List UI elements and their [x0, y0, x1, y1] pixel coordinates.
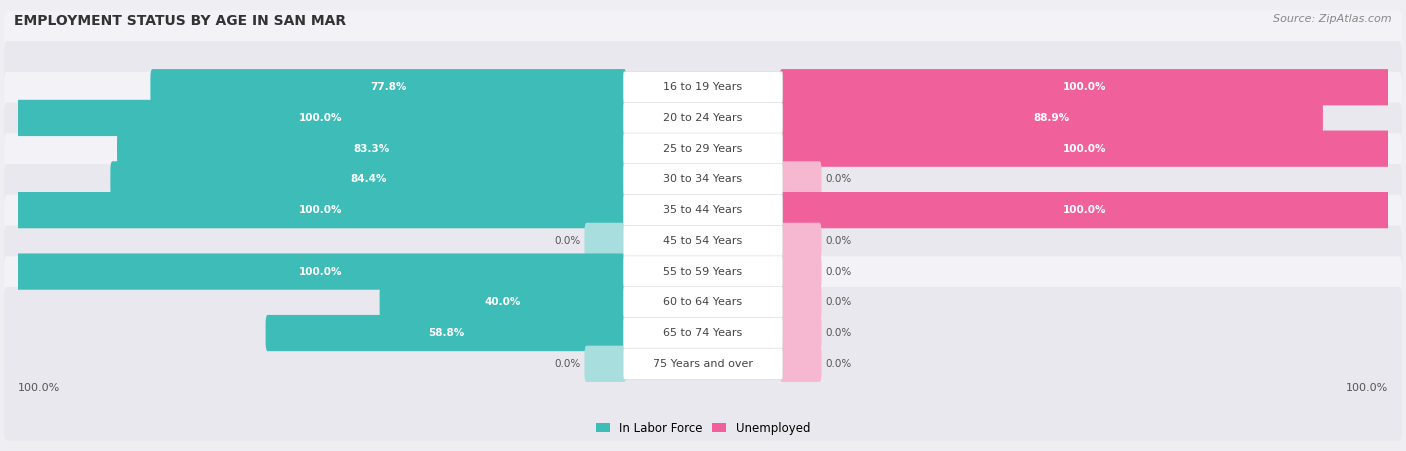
- Text: 100.0%: 100.0%: [1063, 205, 1107, 215]
- Text: 45 to 54 Years: 45 to 54 Years: [664, 236, 742, 246]
- FancyBboxPatch shape: [4, 195, 1402, 349]
- FancyBboxPatch shape: [4, 133, 1402, 287]
- Text: 83.3%: 83.3%: [353, 144, 389, 154]
- FancyBboxPatch shape: [623, 133, 783, 164]
- Text: 35 to 44 Years: 35 to 44 Years: [664, 205, 742, 215]
- Text: 0.0%: 0.0%: [825, 297, 851, 307]
- FancyBboxPatch shape: [780, 345, 821, 382]
- FancyBboxPatch shape: [4, 164, 1402, 318]
- Text: 75 Years and over: 75 Years and over: [652, 359, 754, 369]
- FancyBboxPatch shape: [117, 130, 626, 167]
- Text: 20 to 24 Years: 20 to 24 Years: [664, 113, 742, 123]
- Text: 0.0%: 0.0%: [825, 236, 851, 246]
- Text: 65 to 74 Years: 65 to 74 Years: [664, 328, 742, 338]
- Text: 0.0%: 0.0%: [825, 175, 851, 184]
- Text: 60 to 64 Years: 60 to 64 Years: [664, 297, 742, 307]
- Text: 100.0%: 100.0%: [299, 205, 343, 215]
- Text: 16 to 19 Years: 16 to 19 Years: [664, 82, 742, 92]
- FancyBboxPatch shape: [4, 10, 1402, 164]
- FancyBboxPatch shape: [623, 72, 783, 103]
- Text: 25 to 29 Years: 25 to 29 Years: [664, 144, 742, 154]
- FancyBboxPatch shape: [623, 256, 783, 287]
- FancyBboxPatch shape: [623, 318, 783, 349]
- FancyBboxPatch shape: [15, 192, 626, 228]
- Text: 0.0%: 0.0%: [555, 359, 581, 369]
- Text: 0.0%: 0.0%: [555, 236, 581, 246]
- Text: 100.0%: 100.0%: [299, 267, 343, 276]
- FancyBboxPatch shape: [780, 223, 821, 259]
- FancyBboxPatch shape: [623, 164, 783, 195]
- FancyBboxPatch shape: [780, 100, 1323, 136]
- Text: 0.0%: 0.0%: [825, 267, 851, 276]
- FancyBboxPatch shape: [4, 41, 1402, 195]
- FancyBboxPatch shape: [623, 194, 783, 226]
- Text: 40.0%: 40.0%: [485, 297, 522, 307]
- FancyBboxPatch shape: [380, 284, 626, 321]
- FancyBboxPatch shape: [585, 223, 626, 259]
- Text: 88.9%: 88.9%: [1033, 113, 1070, 123]
- FancyBboxPatch shape: [4, 72, 1402, 226]
- FancyBboxPatch shape: [780, 69, 1391, 106]
- Text: 58.8%: 58.8%: [427, 328, 464, 338]
- FancyBboxPatch shape: [623, 102, 783, 133]
- Text: Source: ZipAtlas.com: Source: ZipAtlas.com: [1274, 14, 1392, 23]
- Text: 77.8%: 77.8%: [370, 82, 406, 92]
- Text: 100.0%: 100.0%: [18, 383, 60, 393]
- Text: 100.0%: 100.0%: [1063, 144, 1107, 154]
- FancyBboxPatch shape: [780, 192, 1391, 228]
- FancyBboxPatch shape: [15, 253, 626, 290]
- Text: 100.0%: 100.0%: [1063, 82, 1107, 92]
- FancyBboxPatch shape: [4, 256, 1402, 410]
- FancyBboxPatch shape: [150, 69, 626, 106]
- Text: 84.4%: 84.4%: [350, 175, 387, 184]
- Text: 55 to 59 Years: 55 to 59 Years: [664, 267, 742, 276]
- FancyBboxPatch shape: [780, 130, 1391, 167]
- Text: 0.0%: 0.0%: [825, 328, 851, 338]
- FancyBboxPatch shape: [266, 315, 626, 351]
- Text: 0.0%: 0.0%: [825, 359, 851, 369]
- FancyBboxPatch shape: [4, 102, 1402, 256]
- FancyBboxPatch shape: [780, 253, 821, 290]
- FancyBboxPatch shape: [4, 226, 1402, 379]
- FancyBboxPatch shape: [780, 315, 821, 351]
- Text: 100.0%: 100.0%: [1346, 383, 1388, 393]
- FancyBboxPatch shape: [780, 161, 821, 198]
- FancyBboxPatch shape: [4, 287, 1402, 441]
- FancyBboxPatch shape: [111, 161, 626, 198]
- Text: 100.0%: 100.0%: [299, 113, 343, 123]
- FancyBboxPatch shape: [623, 225, 783, 257]
- FancyBboxPatch shape: [623, 287, 783, 318]
- Text: 30 to 34 Years: 30 to 34 Years: [664, 175, 742, 184]
- FancyBboxPatch shape: [623, 348, 783, 379]
- Text: EMPLOYMENT STATUS BY AGE IN SAN MAR: EMPLOYMENT STATUS BY AGE IN SAN MAR: [14, 14, 346, 28]
- FancyBboxPatch shape: [780, 284, 821, 321]
- FancyBboxPatch shape: [15, 100, 626, 136]
- FancyBboxPatch shape: [585, 345, 626, 382]
- Legend: In Labor Force, Unemployed: In Labor Force, Unemployed: [596, 422, 810, 435]
